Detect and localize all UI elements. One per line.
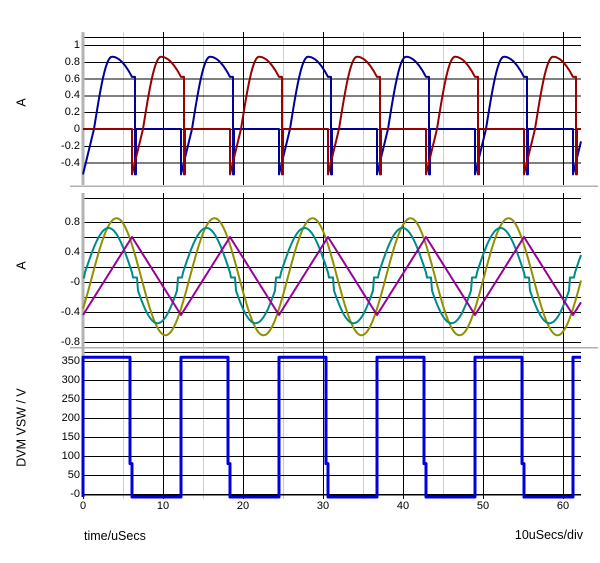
y-tick-label: -0.2 [61, 140, 80, 152]
y-tick-label: 0.2 [64, 106, 80, 118]
y-tick-label: 250 [61, 393, 80, 405]
x-tick-label: 40 [396, 500, 410, 512]
y-tick-label: 0.8 [64, 216, 80, 228]
trace-winding-current-b [83, 227, 582, 325]
y-tick-label: 50 [67, 469, 80, 481]
plot-middle-y-axis-title: A [14, 261, 29, 270]
trace-winding-current-a [82, 217, 582, 337]
x-tick-label: 60 [556, 500, 570, 512]
x-tick-label: 30 [316, 500, 330, 512]
y-tick-label: -0.4 [61, 157, 80, 169]
y-tick-label: 100 [61, 450, 80, 462]
y-tick-label: 0.8 [64, 56, 80, 68]
trace-rectifier-current-a [82, 55, 582, 176]
x-tick-label: 10 [156, 500, 170, 512]
x-tick-label: 20 [236, 500, 250, 512]
y-tick-label: -0 [70, 276, 80, 288]
y-tick-label: 300 [61, 374, 80, 386]
y-tick-label: -0.4 [61, 306, 80, 318]
y-tick-label: -0.8 [61, 336, 80, 348]
x-axis-title: time/uSecs [84, 529, 146, 543]
plot-top-y-axis-title: A [14, 98, 29, 107]
time-per-division-label: 10uSecs/div [514, 528, 583, 542]
plot-bottom-y-axis-title: DVM VSW / V [14, 388, 29, 467]
y-tick-label: 1 [73, 39, 80, 51]
y-tick-label: 350 [61, 355, 80, 367]
trace-magnetizing-current [82, 236, 582, 316]
x-tick-label: 0 [79, 500, 87, 512]
y-tick-label: 200 [61, 412, 80, 424]
y-tick-label: 0.6 [64, 73, 80, 85]
y-tick-label: 0.4 [64, 246, 80, 258]
y-tick-label: 150 [61, 431, 80, 443]
y-tick-label: 0 [73, 123, 80, 135]
y-tick-label: 0.4 [64, 89, 80, 101]
trace-switch-node-voltage [81, 355, 581, 499]
trace-rectifier-current-b [83, 55, 581, 176]
x-tick-label: 50 [476, 500, 490, 512]
y-tick-label: -0 [70, 488, 80, 500]
